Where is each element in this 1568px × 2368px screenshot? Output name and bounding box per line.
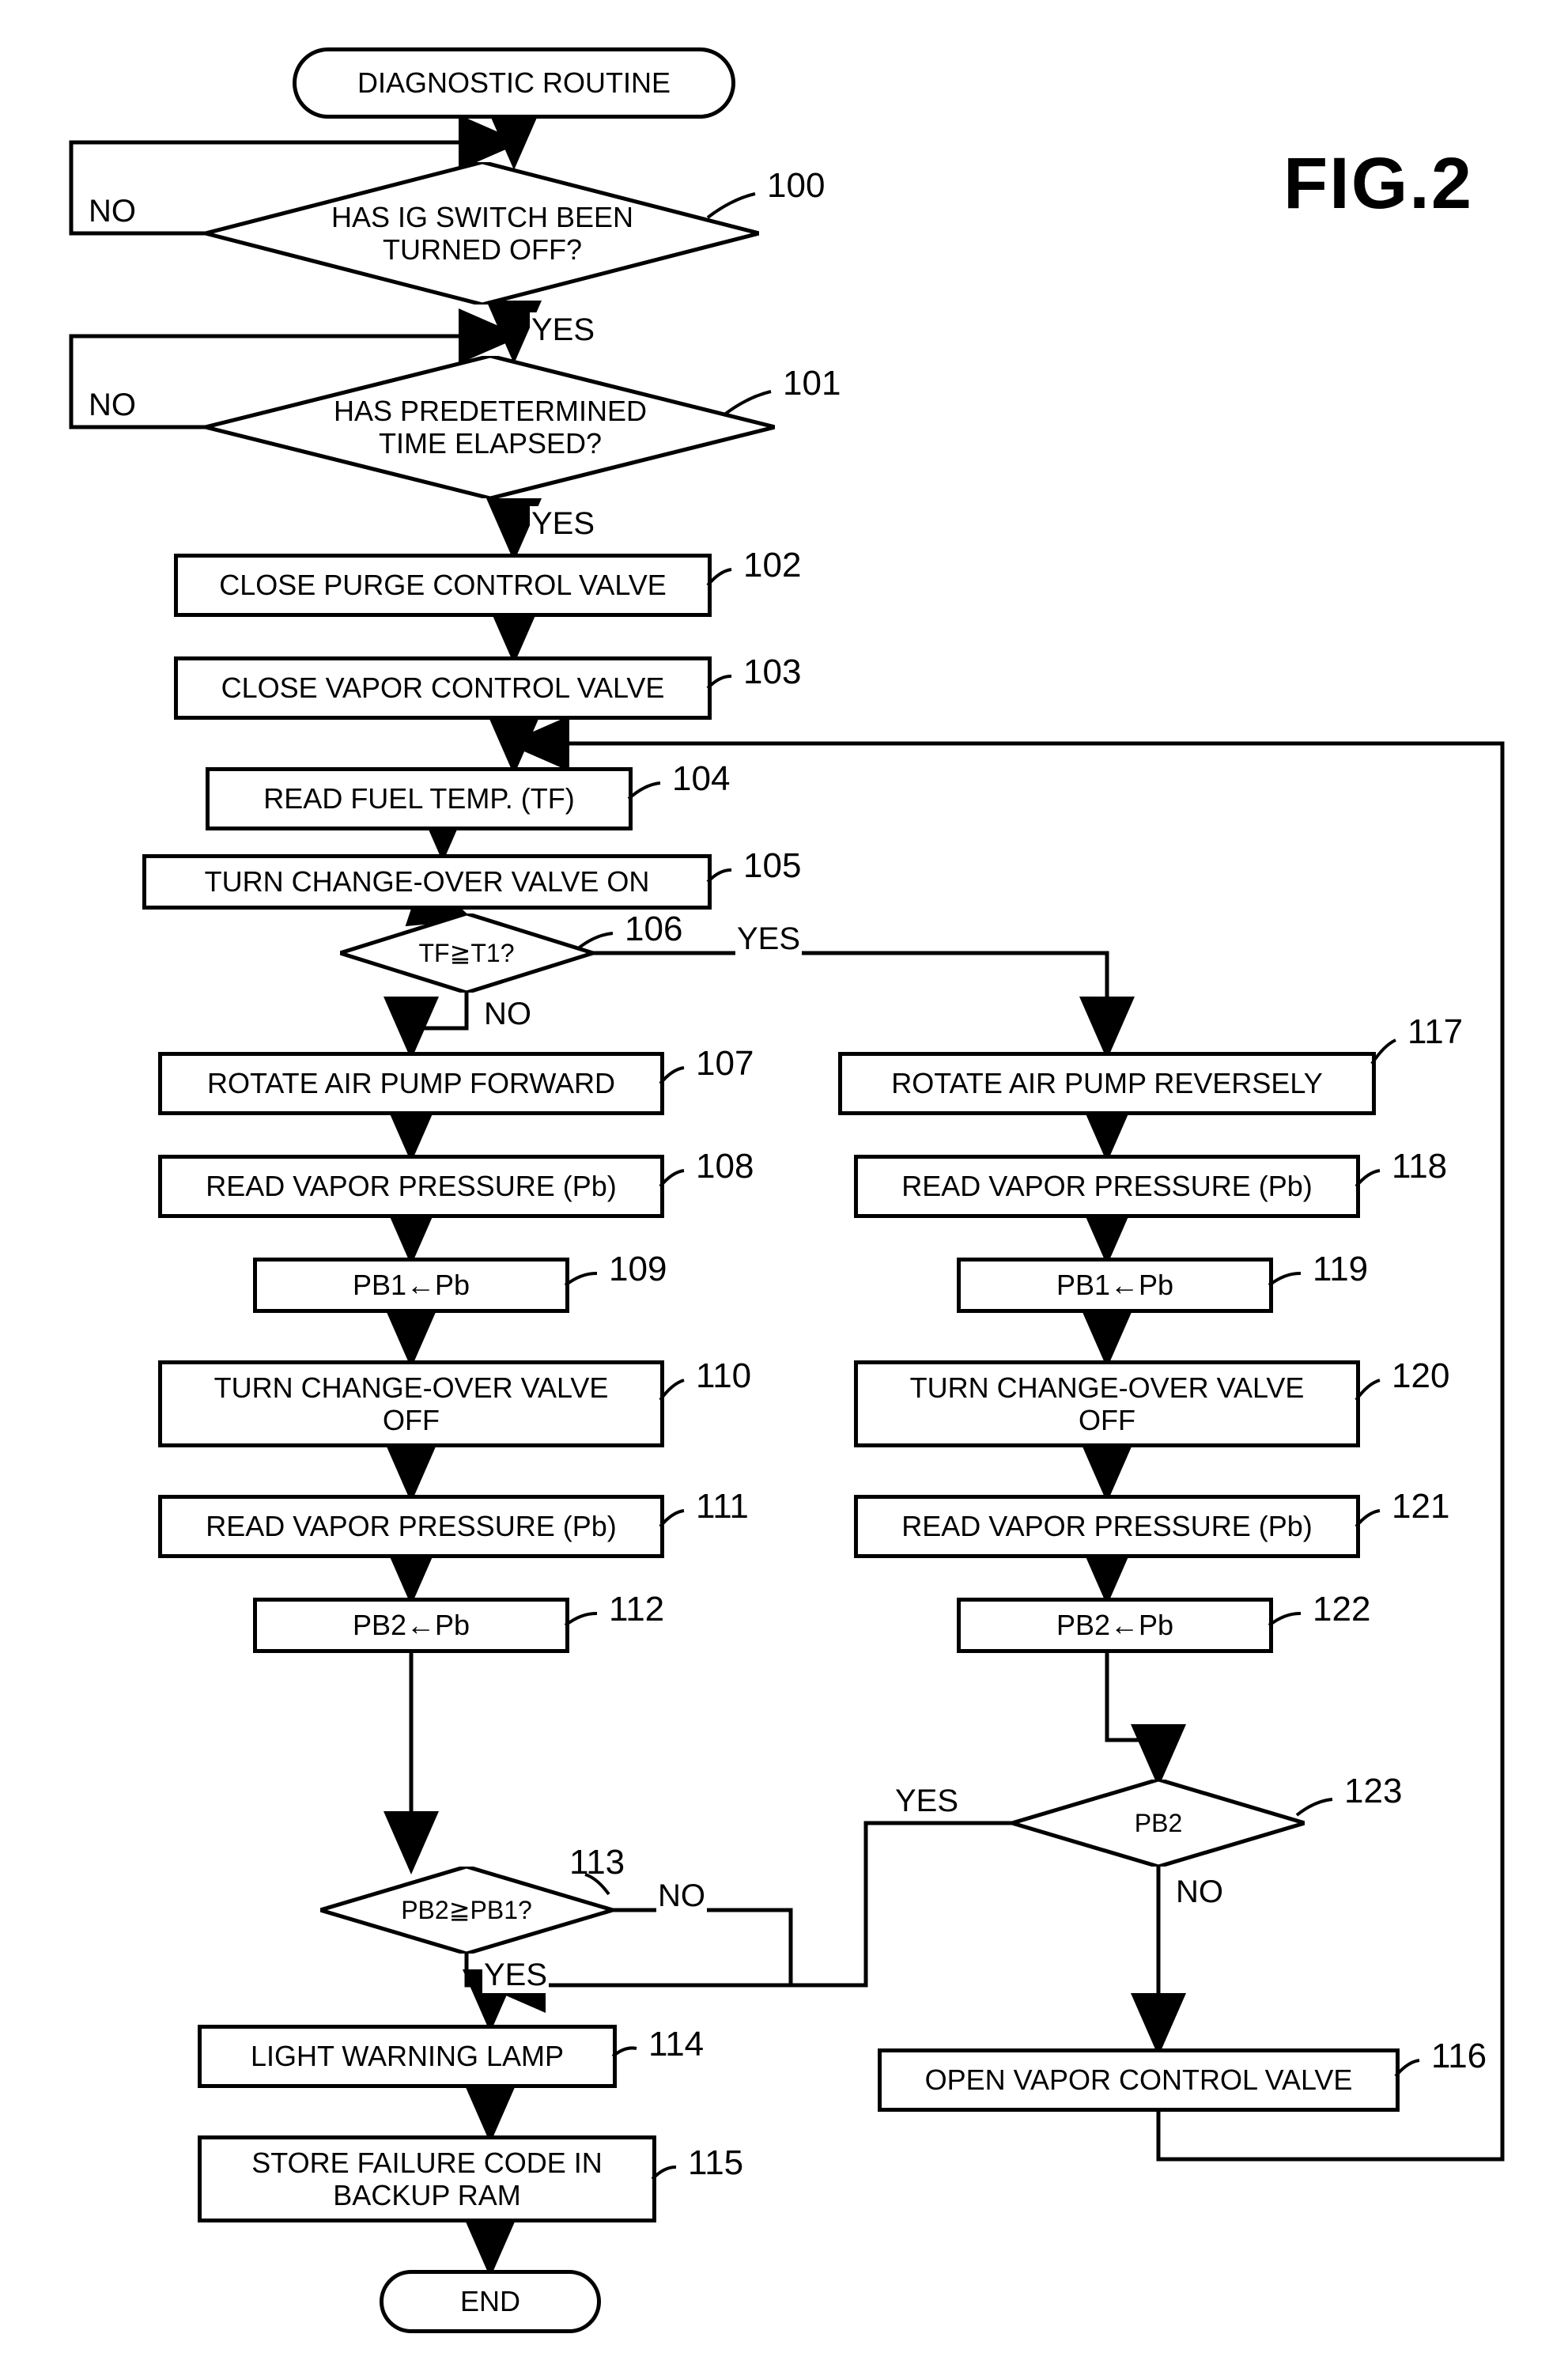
leader-lines [0,0,1568,2368]
